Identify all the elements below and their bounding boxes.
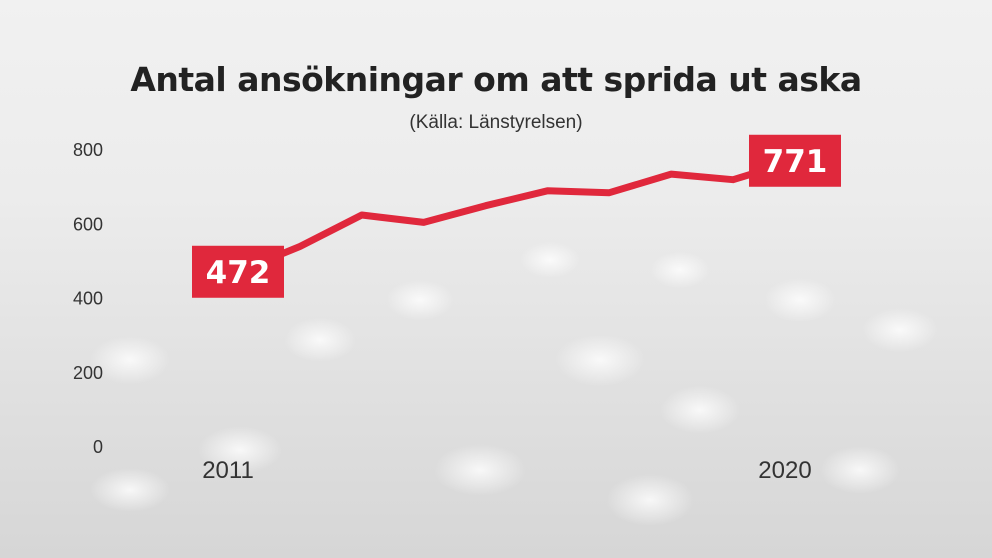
y-axis: 0 200 400 600 800 [73, 140, 103, 457]
series-layer [234, 157, 799, 276]
x-axis: 2011 2020 [202, 457, 812, 484]
data-label: 771 [763, 144, 828, 180]
flower-blossoms [90, 242, 938, 526]
y-tick-label: 600 [73, 214, 103, 234]
data-labels: 472 771 [192, 134, 841, 298]
data-label-box [749, 134, 841, 187]
y-tick-label: 800 [73, 140, 103, 160]
data-label-box [192, 245, 284, 298]
y-tick-label: 400 [73, 289, 103, 309]
data-label: 472 [206, 255, 271, 291]
chart-title: Antal ansökningar om att sprida ut aska [130, 60, 862, 99]
chart-subtitle: (Källa: Länstyrelsen) [409, 112, 583, 133]
y-tick-label: 0 [93, 437, 103, 457]
y-tick-label: 200 [73, 363, 103, 383]
series-line [234, 157, 799, 276]
x-tick-label: 2011 [202, 457, 254, 484]
x-tick-label: 2020 [758, 457, 811, 484]
